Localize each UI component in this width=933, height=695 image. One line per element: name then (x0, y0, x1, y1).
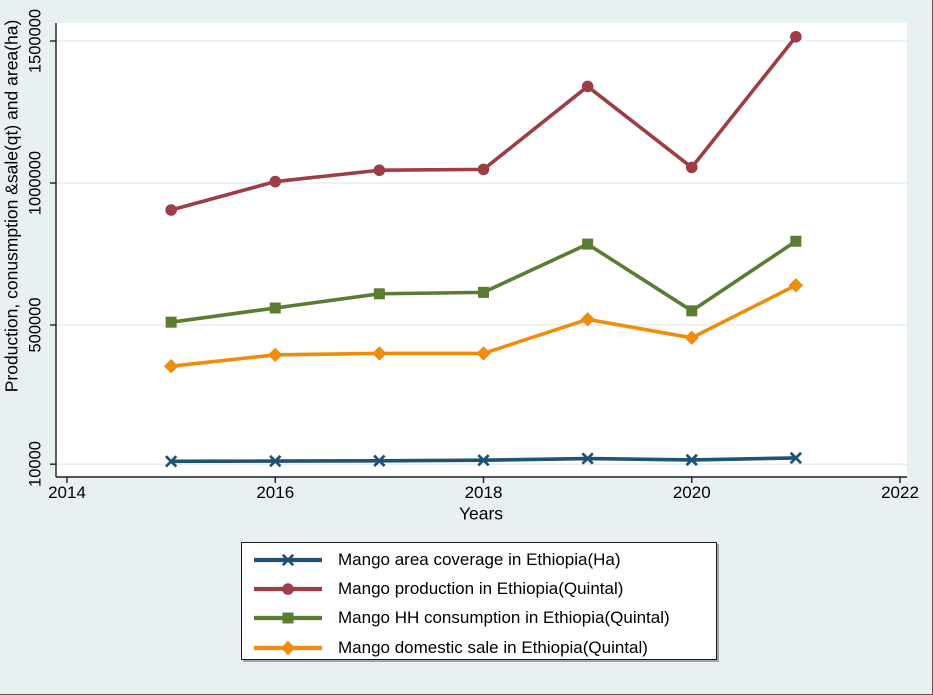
diamond-marker-icon (684, 330, 699, 346)
x-marker-icon (373, 454, 386, 467)
diamond-marker-icon (476, 346, 491, 361)
x-marker-icon (789, 451, 803, 465)
domestic-sale-line-marker-icon (254, 640, 322, 656)
legend-row: Mango production in Ethiopia(Quintal) (252, 574, 716, 603)
circle-marker-icon (373, 164, 386, 177)
legend-box: Mango area coverage in Ethiopia(Ha) Mang… (241, 542, 717, 660)
legend-label-area-coverage: Mango area coverage in Ethiopia(Ha) (338, 549, 621, 569)
circle-marker-icon (790, 30, 802, 43)
square-marker-icon (790, 235, 802, 247)
legend-label-hh-consumption: Mango HH consumption in Ethiopia(Quintal… (338, 608, 670, 628)
square-marker-icon (582, 238, 594, 250)
x-marker-icon (581, 452, 594, 465)
x-tick-label: 2018 (464, 483, 503, 502)
y-tick-label: 10000 (26, 441, 45, 488)
circle-marker-icon (477, 163, 490, 176)
y-tick-label: 500000 (26, 297, 45, 353)
x-marker-icon (685, 453, 698, 467)
x-tick-label: 2016 (256, 483, 295, 502)
area-coverage-line-marker-icon (254, 553, 322, 566)
legend-label-domestic-sale: Mango domestic sale in Ethiopia(Quintal) (338, 637, 648, 657)
square-marker-icon (282, 612, 294, 624)
x-marker-icon (269, 454, 282, 468)
y-tick-label: 1500000 (26, 8, 45, 74)
x-marker-icon (164, 455, 178, 468)
circle-marker-icon (685, 161, 698, 174)
square-marker-icon (165, 316, 177, 328)
y-axis-title: Production, conusmption &sale(qt) and ar… (1, 19, 22, 393)
legend-row: Mango HH consumption in Ethiopia(Quintal… (252, 604, 716, 633)
circle-marker-icon (581, 80, 594, 93)
legend-row: Mango domestic sale in Ethiopia(Quintal) (252, 633, 716, 662)
x-tick-label: 2022 (881, 483, 919, 502)
x-tick-label: 2014 (48, 483, 86, 502)
diamond-marker-icon (372, 346, 387, 361)
square-marker-icon (478, 286, 489, 298)
legend-row: Mango area coverage in Ethiopia(Ha) (252, 545, 716, 574)
x-axis-title: Years (458, 503, 504, 524)
y-tick-label: 1000000 (26, 150, 45, 216)
diamond-marker-icon (788, 278, 804, 293)
x-marker-icon (477, 454, 490, 467)
plot-area (56, 23, 907, 477)
circle-marker-icon (269, 175, 282, 188)
square-marker-icon (686, 305, 698, 317)
legend-label-production: Mango production in Ethiopia(Quintal) (338, 579, 624, 599)
circle-marker-icon (165, 204, 177, 216)
production-line-marker-icon (254, 583, 322, 595)
square-marker-icon (373, 288, 385, 300)
diamond-marker-icon (268, 347, 283, 363)
diamond-marker-icon (580, 312, 595, 327)
hh-consumption-line-marker-icon (254, 612, 322, 624)
diamond-marker-icon (280, 640, 296, 656)
x-marker-icon (281, 553, 295, 566)
circle-marker-icon (282, 583, 294, 595)
x-tick-label: 2020 (672, 483, 711, 502)
diamond-marker-icon (163, 359, 179, 374)
square-marker-icon (269, 302, 281, 314)
